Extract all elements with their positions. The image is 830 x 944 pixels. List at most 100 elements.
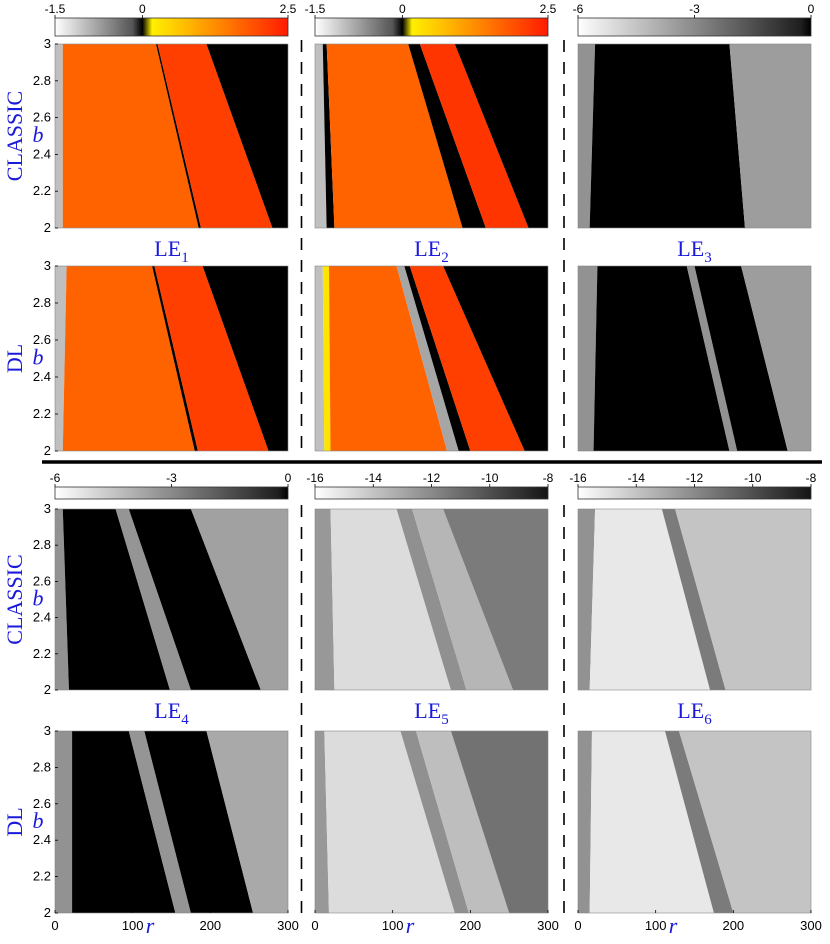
heatmap-region — [408, 44, 486, 228]
y-axis-symbol: b — [33, 122, 44, 147]
colorbar-tick-label: -8 — [806, 471, 817, 485]
x-tick-label: 300 — [537, 918, 559, 933]
heatmap-body — [578, 731, 811, 913]
heatmap-panel: 2 2.2 2.4 2.6 2.8 3 0 100 200 300 — [33, 723, 299, 933]
heatmap-region — [400, 731, 469, 913]
heatmap-region — [450, 731, 548, 913]
panel-frame — [577, 508, 812, 691]
colorbar — [577, 17, 812, 37]
panel-title: LE2 — [414, 236, 448, 266]
y-tick-label: 2.8 — [33, 537, 51, 552]
panel-frame — [54, 730, 289, 914]
heatmap-region — [578, 509, 596, 690]
colorbar-tick-label: -10 — [481, 471, 499, 485]
y-tick-label: 2.6 — [33, 573, 51, 588]
panel-title: LE4 — [154, 698, 189, 728]
panel-frame — [577, 730, 812, 914]
heatmap-region — [152, 266, 198, 451]
panel-title-subscript: 1 — [181, 250, 189, 266]
heatmap-body — [315, 44, 548, 228]
heatmap-region — [55, 509, 69, 690]
y-axis-symbol: b — [33, 345, 44, 370]
heatmap-region — [315, 266, 325, 451]
heatmap-panel — [577, 265, 812, 452]
heatmap-region — [675, 509, 811, 690]
row-label: DL — [2, 807, 27, 836]
panel-frame — [577, 265, 812, 452]
heatmap-region — [315, 731, 329, 913]
x-tick-label: 0 — [51, 918, 58, 933]
heatmap-region — [202, 266, 288, 451]
panel-frame — [54, 265, 289, 452]
y-tick-label: 2 — [44, 220, 51, 235]
panel-frame — [314, 730, 549, 914]
heatmap-region — [578, 266, 598, 451]
colorbar-tick-label: -8 — [543, 471, 554, 485]
heatmap-region — [315, 509, 335, 690]
x-tick-label: 100 — [122, 918, 144, 933]
heatmap-panel: LE5 — [314, 508, 549, 728]
y-tick-label: 2 — [44, 443, 51, 458]
heatmap-region — [330, 509, 451, 690]
heatmap-region — [578, 731, 592, 913]
heatmap-region — [412, 509, 514, 690]
y-tick-label: 2.6 — [33, 332, 51, 347]
y-axis-symbol: b — [33, 586, 44, 611]
colorbar — [577, 486, 812, 500]
heatmap-region — [396, 509, 467, 690]
heatmap-region — [593, 266, 730, 451]
row-label: CLASSIC — [2, 554, 27, 644]
colorbar-tick-label: -3 — [166, 471, 177, 485]
heatmap-region — [55, 266, 67, 451]
heatmap-panel: 2 2.2 2.4 2.6 2.8 3 LE1 — [33, 36, 289, 266]
heatmap-region — [443, 266, 548, 451]
y-tick-label: 2.8 — [33, 295, 51, 310]
colorbar-tick-label: -1.5 — [305, 2, 326, 16]
colorbar-tick-label: -6 — [573, 2, 584, 16]
heatmap-region — [144, 731, 254, 913]
heatmap-region — [454, 44, 548, 228]
heatmap-region — [62, 44, 199, 228]
heatmap-body — [578, 266, 811, 451]
panel-frame — [577, 43, 812, 229]
colorbar — [314, 17, 549, 37]
colorbar-tick-label: -1.5 — [45, 2, 66, 16]
heatmap-panel: 0 100 200 300 — [311, 730, 559, 933]
y-tick-label: 2.2 — [33, 646, 51, 661]
heatmap-panel: 0 100 200 300 — [574, 730, 822, 933]
row-label: CLASSIC — [2, 91, 27, 181]
heatmap-panel: LE6 — [577, 508, 812, 728]
y-tick-label: 2.2 — [33, 406, 51, 421]
heatmap-region — [315, 44, 327, 228]
heatmap-panel: LE2 — [314, 43, 549, 266]
y-tick-label: 2 — [44, 682, 51, 697]
heatmap-region — [155, 44, 202, 228]
heatmap-body — [578, 44, 811, 228]
colorbar-tick-label: -14 — [365, 471, 383, 485]
heatmap-region — [328, 266, 448, 451]
heatmap-region — [154, 266, 269, 451]
heatmap-region — [578, 44, 596, 228]
heatmap-region — [322, 44, 335, 228]
heatmap-region — [206, 731, 288, 913]
y-axis-symbol: b — [33, 808, 44, 833]
heatmap-region — [443, 509, 548, 690]
heatmap-body — [55, 509, 288, 690]
heatmap-body — [55, 44, 288, 228]
heatmap-region — [128, 509, 261, 690]
heatmap-region — [664, 731, 734, 913]
colorbar-tick-label: -3 — [689, 2, 700, 16]
heatmap-region — [157, 44, 273, 228]
heatmap-region — [190, 509, 288, 690]
heatmap-body — [578, 509, 811, 690]
heatmap-region — [396, 266, 459, 451]
heatmap-region — [128, 731, 191, 913]
y-tick-label: 2.4 — [33, 832, 51, 847]
panel-frame — [54, 43, 289, 229]
heatmap-region — [415, 731, 510, 913]
panel-title-subscript: 3 — [704, 250, 712, 266]
heatmap-region — [694, 266, 788, 451]
colorbar-tick-label: -12 — [686, 471, 704, 485]
y-tick-label: 2.8 — [33, 759, 51, 774]
